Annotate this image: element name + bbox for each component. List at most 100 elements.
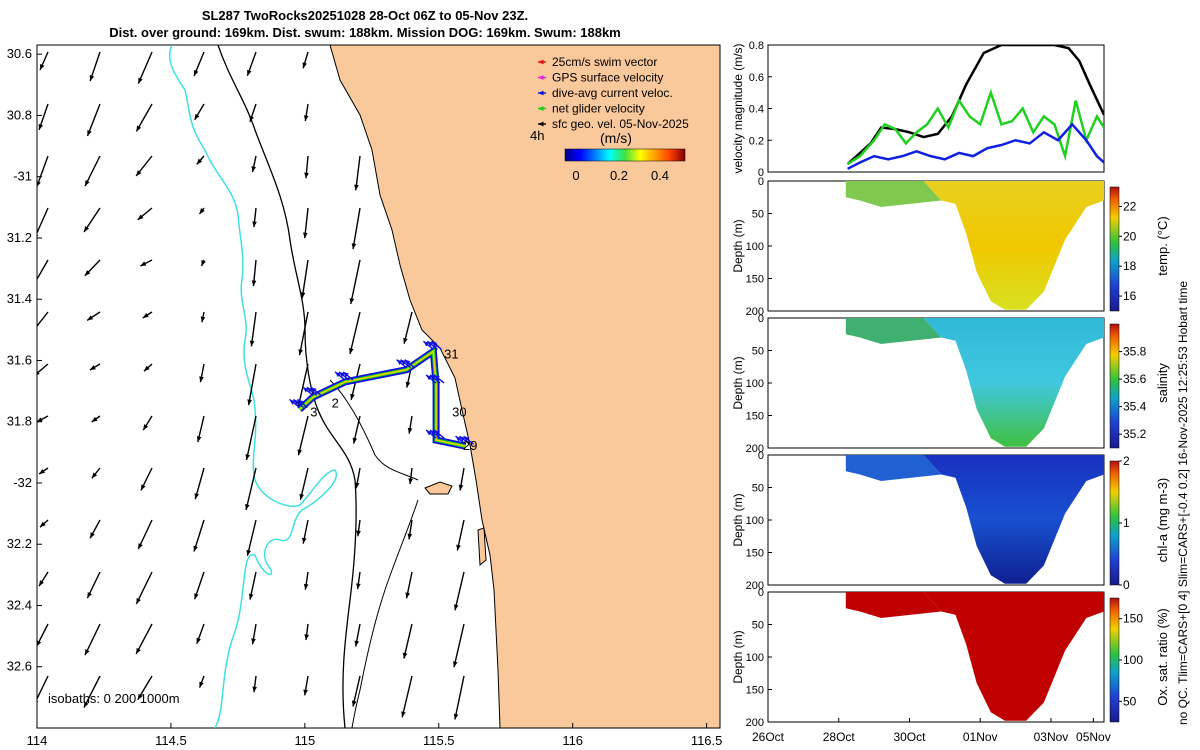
depth-tick-label: 150 [746, 685, 764, 697]
map-y-tick-label: 31.6 [7, 352, 32, 367]
depth-tick-label: 100 [746, 378, 764, 390]
sfc-geo-vector [401, 675, 413, 718]
sfc-geo-vector [135, 623, 153, 655]
sfc-geo-vector [349, 311, 361, 355]
time-tick-label: 05Nov [1076, 730, 1111, 744]
sfc-geo-vector [299, 467, 309, 500]
sfc-geo-vector [304, 623, 309, 641]
sfc-geo-vector [246, 519, 257, 556]
sfc-geo-vector [453, 675, 465, 720]
sfc-geo-vector [407, 415, 413, 434]
time-tick-label: 28Oct [823, 730, 856, 744]
colorbar-tick-label: 35.8 [1123, 345, 1147, 359]
map-x-tick-label: 114 [27, 733, 48, 748]
depth-tick-label: 100 [746, 515, 764, 527]
speed-colorbar-tick: 0 [572, 168, 579, 183]
sfc-geo-vector [84, 259, 101, 277]
dive-avg-current-vector [289, 398, 300, 409]
sfc-geo-vector [354, 623, 361, 647]
isobath-200 [217, 45, 357, 728]
sfc-geo-vector [297, 415, 309, 456]
island-rottnest [424, 481, 453, 495]
colorbar-tick-label: 100 [1123, 653, 1143, 667]
sfc-geo-vector [200, 259, 206, 267]
sfc-geo-vector [251, 155, 257, 173]
sfc-geo-vector [37, 363, 49, 375]
sfc-geo-vector [37, 415, 49, 423]
sfc-geo-vector [456, 519, 465, 551]
section-shelf-data [845, 318, 942, 344]
time-tick-label: 03Nov [1034, 730, 1069, 744]
track-day-label: 29 [463, 438, 477, 453]
map-legend: 25cm/s swim vector GPS surface velocitydi… [530, 55, 713, 183]
legend-arrow-icon [538, 75, 546, 80]
depth-ylabel: Depth (m) [731, 219, 745, 272]
dive-avg-current-vector [425, 374, 437, 384]
interval-label: 4h [530, 128, 544, 143]
sfc-geo-vector [39, 519, 49, 528]
section-deep-data [923, 318, 1104, 447]
sfc-geo-vector [38, 571, 49, 587]
section-shelf-data [845, 181, 942, 207]
isobath-label: isobaths: 0 200 1000m [48, 691, 180, 706]
sfc-geo-vector [83, 675, 101, 708]
track-day-label: 30 [452, 405, 466, 420]
track-day-label: 31 [444, 346, 458, 361]
sfc-geo-vector [453, 571, 465, 611]
map-y-tick-label: 31.8 [7, 414, 32, 429]
dive-avg-current-vector [455, 435, 466, 445]
dive-avg-current-vector [338, 371, 350, 381]
dive-avg-current-vector [463, 435, 474, 445]
section-deep-data [923, 592, 1104, 721]
sfc-geo-vector [402, 623, 413, 659]
dive-avg-current-vector [400, 359, 412, 369]
depth-section-sal: 0 50 100 150 200 Depth (m) 35.2 35.4 35.6 35.8 sal… [731, 313, 1170, 455]
map-y-tick-label: 32.4 [7, 597, 32, 612]
colorbar-tick-label: 0 [1123, 578, 1130, 592]
sfc-geo-vector [86, 571, 101, 599]
sfc-geo-vector [86, 311, 101, 321]
speed-colorbar-tick: 0.2 [610, 168, 628, 183]
dive-avg-current-vector [404, 359, 416, 369]
depth-tick-label: 0 [758, 176, 764, 188]
velocity-y-tick: 0.6 [749, 72, 764, 84]
legend-label: net glider velocity [552, 102, 645, 116]
time-tick-label: 26Oct [752, 730, 785, 744]
dive-avg-current-vector [422, 340, 434, 350]
map-axis-ticks: 114 114.5 115 115.5 116 116.530.630.8-3131.23… [7, 46, 723, 748]
colorbar-tick-label: 16 [1123, 289, 1137, 303]
dive-avg-current-vector [429, 429, 441, 439]
sfc-geo-vector [37, 155, 49, 188]
sfc-geo-vector [83, 207, 101, 233]
map-x-tick-label: 116.5 [691, 733, 723, 748]
sfc-geo-vector [196, 415, 205, 443]
depth-tick-label: 50 [752, 620, 764, 632]
sfc-geo-vector [84, 623, 101, 656]
legend-label: dive-avg current veloc. [552, 86, 673, 100]
legend-item: sfc geo. vel. 05-Nov-2025 [538, 117, 689, 131]
time-tick-label: 01Nov [963, 730, 998, 744]
depth-tick-label: 100 [746, 652, 764, 664]
sfc-geo-vector [247, 363, 257, 406]
colorbar-tick-label: 1 [1123, 516, 1130, 530]
sfc-geo-vector [245, 415, 257, 461]
depth-tick-label: 200 [746, 717, 764, 729]
velocity-y-tick: 0.2 [749, 135, 764, 147]
sfc-geo-vector [86, 103, 101, 137]
dive-avg-current-vector [396, 359, 408, 369]
time-tick-label: 30Oct [893, 730, 926, 744]
dive-avg-current-vector [430, 340, 442, 350]
figure-title-line2: Dist. over ground: 169km. Dist. swum: 18… [109, 25, 621, 40]
speed-colorbar [564, 148, 686, 162]
sfc-geo-vector [352, 415, 361, 444]
sfc-geo-vector [300, 259, 309, 299]
depth-tick-label: 50 [752, 346, 764, 358]
depth-tick-label: 200 [746, 306, 764, 318]
section-deep-data [923, 181, 1104, 310]
depth-section-temp: 0 50 100 150 200 Depth (m) 16 18 20 22 temp. (°C) [731, 176, 1170, 318]
glider-track: 31 30 29 32 [289, 340, 477, 453]
dive-avg-current-vector [334, 371, 346, 381]
sfc-geo-vector [193, 51, 205, 77]
isobath-200-south [351, 499, 419, 728]
section-colorbar [1109, 323, 1120, 449]
